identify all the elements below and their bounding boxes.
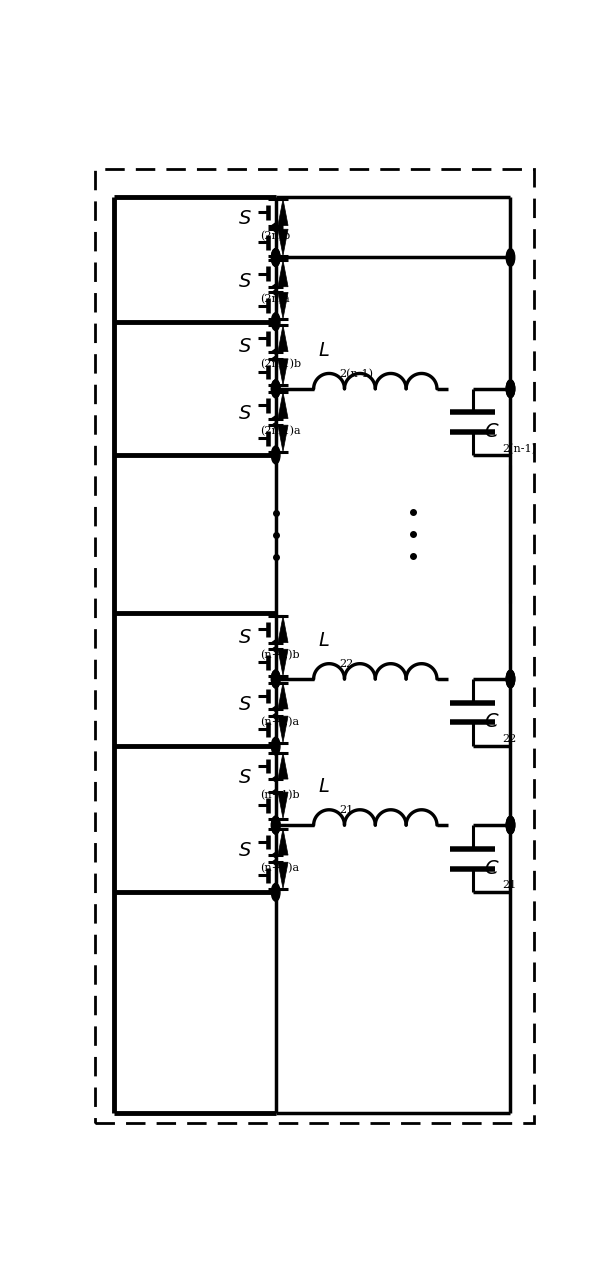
Text: $\mathit{S}$: $\mathit{S}$: [238, 696, 252, 714]
Circle shape: [272, 313, 280, 331]
Text: $\mathit{L}$: $\mathit{L}$: [318, 632, 330, 650]
Text: 21: 21: [340, 805, 354, 815]
Text: $\mathit{S}$: $\mathit{S}$: [238, 405, 252, 423]
Circle shape: [272, 670, 280, 688]
Polygon shape: [278, 426, 288, 451]
Polygon shape: [278, 828, 288, 855]
Polygon shape: [272, 417, 275, 420]
Polygon shape: [278, 229, 288, 255]
Polygon shape: [278, 326, 288, 351]
Text: $\mathit{L}$: $\mathit{L}$: [318, 778, 330, 796]
Polygon shape: [278, 682, 288, 709]
Text: (2n-1)a: (2n-1)a: [260, 426, 300, 436]
Polygon shape: [278, 792, 288, 818]
Text: $\mathit{S}$: $\mathit{S}$: [238, 842, 252, 860]
Circle shape: [506, 670, 515, 688]
Polygon shape: [272, 349, 275, 354]
Circle shape: [272, 249, 280, 267]
Polygon shape: [278, 199, 288, 226]
Text: 21: 21: [502, 881, 516, 891]
Text: $\mathit{S}$: $\mathit{S}$: [238, 769, 252, 787]
Text: (n+2)b: (n+2)b: [260, 650, 300, 660]
Text: $\mathit{L}$: $\mathit{L}$: [318, 342, 330, 360]
Circle shape: [506, 670, 515, 688]
Circle shape: [272, 670, 280, 688]
Text: 2(n-1): 2(n-1): [502, 444, 536, 454]
Circle shape: [272, 817, 280, 835]
Text: $\mathit{S}$: $\mathit{S}$: [238, 338, 252, 356]
Polygon shape: [278, 717, 288, 742]
Polygon shape: [272, 647, 275, 651]
Polygon shape: [272, 777, 275, 782]
Polygon shape: [278, 649, 288, 676]
Circle shape: [272, 379, 280, 397]
Polygon shape: [272, 423, 275, 428]
Text: 22: 22: [502, 735, 516, 745]
Circle shape: [506, 379, 515, 397]
Text: $\mathit{S}$: $\mathit{S}$: [238, 629, 252, 647]
Polygon shape: [272, 790, 275, 795]
Polygon shape: [272, 640, 275, 645]
Polygon shape: [278, 292, 288, 319]
Text: (2n)a: (2n)a: [260, 294, 290, 304]
Circle shape: [506, 817, 515, 835]
Circle shape: [506, 379, 515, 397]
Polygon shape: [272, 227, 275, 232]
Polygon shape: [272, 290, 275, 295]
Text: (n+2)a: (n+2)a: [260, 717, 299, 727]
Text: $\mathit{C}$: $\mathit{C}$: [485, 713, 500, 732]
Polygon shape: [278, 359, 288, 385]
Text: 2(n-1): 2(n-1): [340, 369, 374, 379]
Polygon shape: [272, 706, 275, 712]
Circle shape: [272, 737, 280, 755]
Circle shape: [506, 249, 515, 267]
Circle shape: [272, 249, 280, 267]
Polygon shape: [272, 356, 275, 362]
Circle shape: [272, 817, 280, 835]
Text: $\mathit{C}$: $\mathit{C}$: [485, 423, 500, 441]
Text: 22: 22: [340, 659, 354, 669]
Polygon shape: [278, 863, 288, 888]
Polygon shape: [272, 860, 275, 864]
Text: $\mathit{S}$: $\mathit{S}$: [238, 273, 252, 291]
Circle shape: [272, 446, 280, 464]
Text: (2n)b: (2n)b: [260, 231, 291, 241]
Circle shape: [272, 883, 280, 901]
Polygon shape: [278, 753, 288, 779]
Polygon shape: [278, 392, 288, 418]
Text: (n+1)a: (n+1)a: [260, 863, 299, 873]
Polygon shape: [272, 223, 275, 228]
Polygon shape: [272, 714, 275, 718]
Polygon shape: [278, 617, 288, 642]
Circle shape: [272, 379, 280, 397]
Text: (2n-1)b: (2n-1)b: [260, 359, 301, 369]
Circle shape: [506, 817, 515, 835]
Text: (n+1)b: (n+1)b: [260, 790, 300, 800]
Polygon shape: [272, 853, 275, 858]
Polygon shape: [272, 285, 275, 290]
Text: $\mathit{S}$: $\mathit{S}$: [238, 210, 252, 228]
Polygon shape: [278, 260, 288, 287]
Text: $\mathit{C}$: $\mathit{C}$: [485, 859, 500, 878]
